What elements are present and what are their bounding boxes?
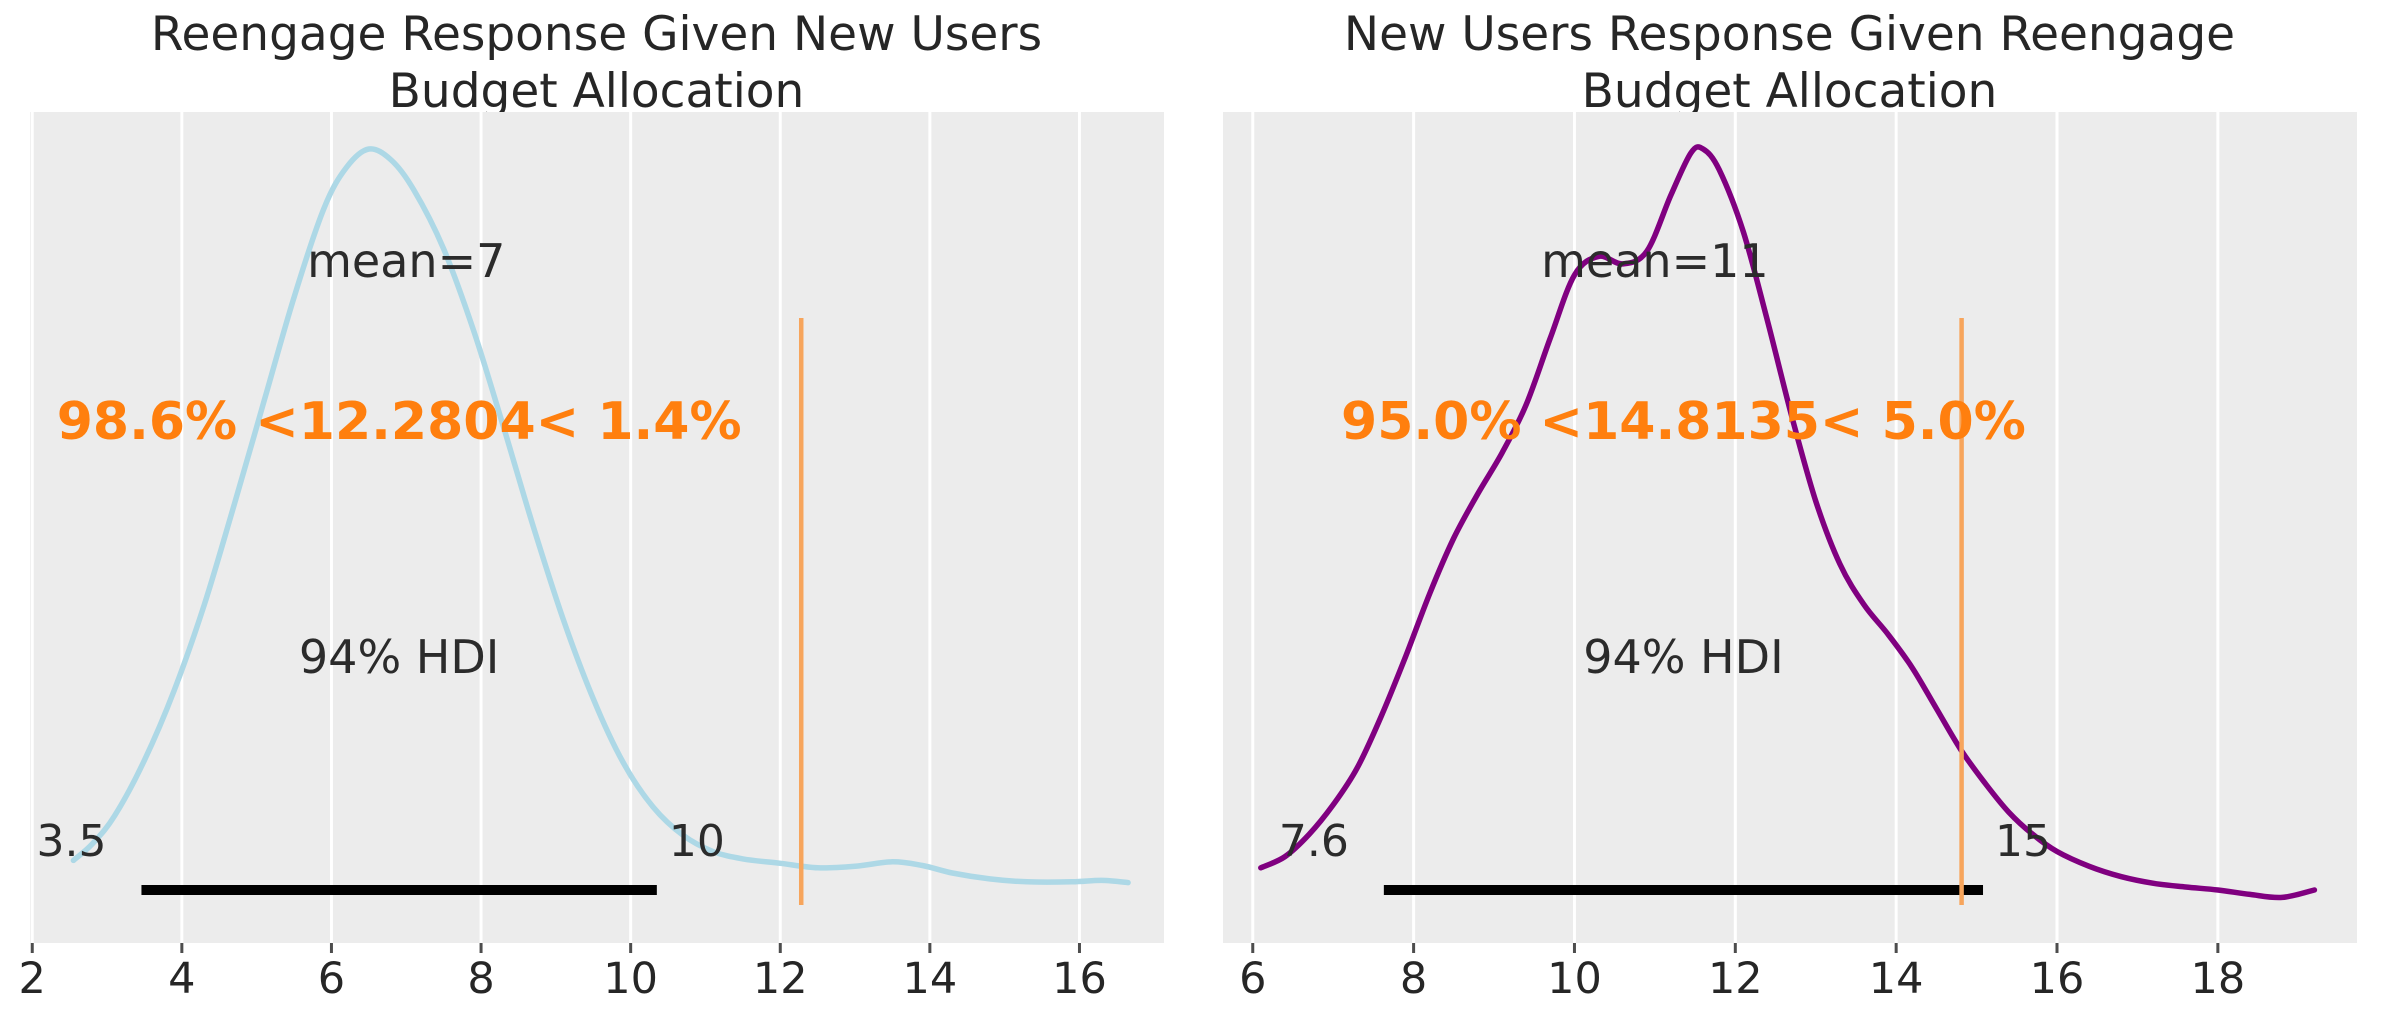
x-tick-label: 18 (2190, 954, 2246, 1004)
chart-panel: New Users Response Given Reengage Budget… (1193, 0, 2386, 1020)
kde-curve (70, 146, 1131, 886)
x-tick-label: 4 (168, 954, 196, 1004)
x-tick-label: 16 (2029, 954, 2085, 1004)
x-tick-label: 10 (603, 954, 659, 1004)
ref-text: 95.0% <14.8135< 5.0% (1341, 392, 2026, 452)
chart-title: New Users Response Given Reengage Budget… (1343, 7, 2236, 120)
chart-panel: Reengage Response Given New Users Budget… (18, 7, 1164, 1004)
chart-title: Reengage Response Given New Users Budget… (150, 7, 1043, 120)
x-tick-label: 8 (467, 954, 495, 1004)
x-tick-label: 10 (1547, 954, 1602, 1004)
x-tick-label: 16 (1052, 954, 1107, 1004)
x-tick-label: 6 (1239, 954, 1267, 1004)
x-tick-label: 14 (1868, 954, 1924, 1004)
kde-plot (30, 112, 1164, 953)
hdi-label: 94% HDI (298, 630, 500, 684)
x-tick-label: 8 (1399, 954, 1428, 1004)
hdi-label: 94% HDI (1583, 630, 1784, 684)
hdi-high-label: 10 (668, 816, 725, 867)
kde-curve (1258, 144, 2318, 901)
hdi-low-label: 7.6 (1278, 816, 1349, 867)
plot-background (30, 112, 1164, 943)
kde-plot (1223, 112, 2357, 953)
x-tick-label: 12 (752, 954, 808, 1004)
ref-text: 98.6% <12.2804< 1.4% (56, 392, 742, 452)
hdi-low-label: 3.5 (36, 816, 107, 867)
mean-label: mean=11 (1541, 234, 1769, 288)
hdi-high-label: 15 (1995, 816, 2052, 867)
x-tick-label: 2 (18, 954, 46, 1004)
x-tick-label: 12 (1707, 954, 1763, 1004)
x-tick-label: 6 (317, 954, 346, 1004)
x-tick-label: 14 (902, 954, 958, 1004)
plot-background (1223, 112, 2357, 943)
mean-label: mean=7 (307, 234, 506, 288)
